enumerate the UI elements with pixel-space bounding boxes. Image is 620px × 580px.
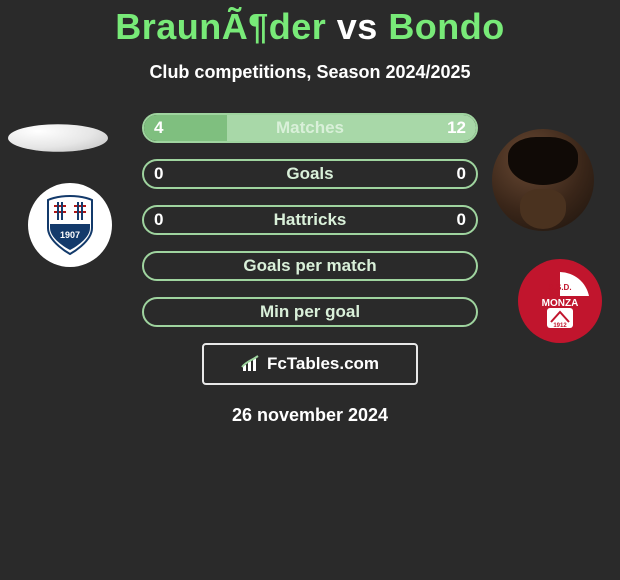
svg-text:1907: 1907	[60, 230, 80, 240]
stat-label: Matches	[276, 118, 344, 138]
stat-value-right: 0	[457, 164, 466, 184]
svg-text:1912: 1912	[553, 323, 567, 329]
title-vs: vs	[326, 6, 388, 47]
monza-crest-icon: S.S.D. MONZA 1912	[525, 266, 595, 336]
stat-row: Min per goal	[142, 297, 478, 327]
stat-value-left: 0	[154, 164, 163, 184]
comparison-stage: 1907 S.S.D. MONZA 1912 4 12 Matches 0 0 Goals…	[0, 113, 620, 426]
title-player-right: Bondo	[388, 6, 504, 47]
stat-value-right: 12	[447, 118, 466, 138]
club-badge-right: S.S.D. MONZA 1912	[518, 259, 602, 343]
stat-label: Goals	[286, 164, 333, 184]
stat-row: 0 0 Hattricks	[142, 205, 478, 235]
stat-label: Min per goal	[260, 302, 360, 322]
stat-value-right: 0	[457, 210, 466, 230]
avatar-left	[8, 124, 108, 152]
svg-text:S.S.D.: S.S.D.	[548, 283, 571, 292]
date-text: 26 november 2024	[0, 405, 620, 426]
stat-fill-right	[227, 115, 476, 141]
title-player-left: BraunÃ¶der	[115, 6, 326, 47]
logo-text: FcTables.com	[267, 354, 379, 374]
como-crest-icon: 1907	[44, 194, 96, 256]
stat-row: Goals per match	[142, 251, 478, 281]
stat-row: 4 12 Matches	[142, 113, 478, 143]
stat-value-left: 4	[154, 118, 163, 138]
stat-row: 0 0 Goals	[142, 159, 478, 189]
subtitle: Club competitions, Season 2024/2025	[0, 62, 620, 83]
stat-value-left: 0	[154, 210, 163, 230]
page-title: BraunÃ¶der vs Bondo	[0, 0, 620, 48]
stat-rows: 4 12 Matches 0 0 Goals 0 0 Hattricks Goals per ma…	[142, 113, 478, 327]
stat-label: Hattricks	[274, 210, 347, 230]
bar-chart-icon	[241, 355, 263, 373]
logo-box: FcTables.com	[202, 343, 418, 385]
club-badge-left: 1907	[28, 183, 112, 267]
svg-text:MONZA: MONZA	[542, 298, 579, 309]
avatar-right	[492, 129, 594, 231]
stat-label: Goals per match	[243, 256, 376, 276]
